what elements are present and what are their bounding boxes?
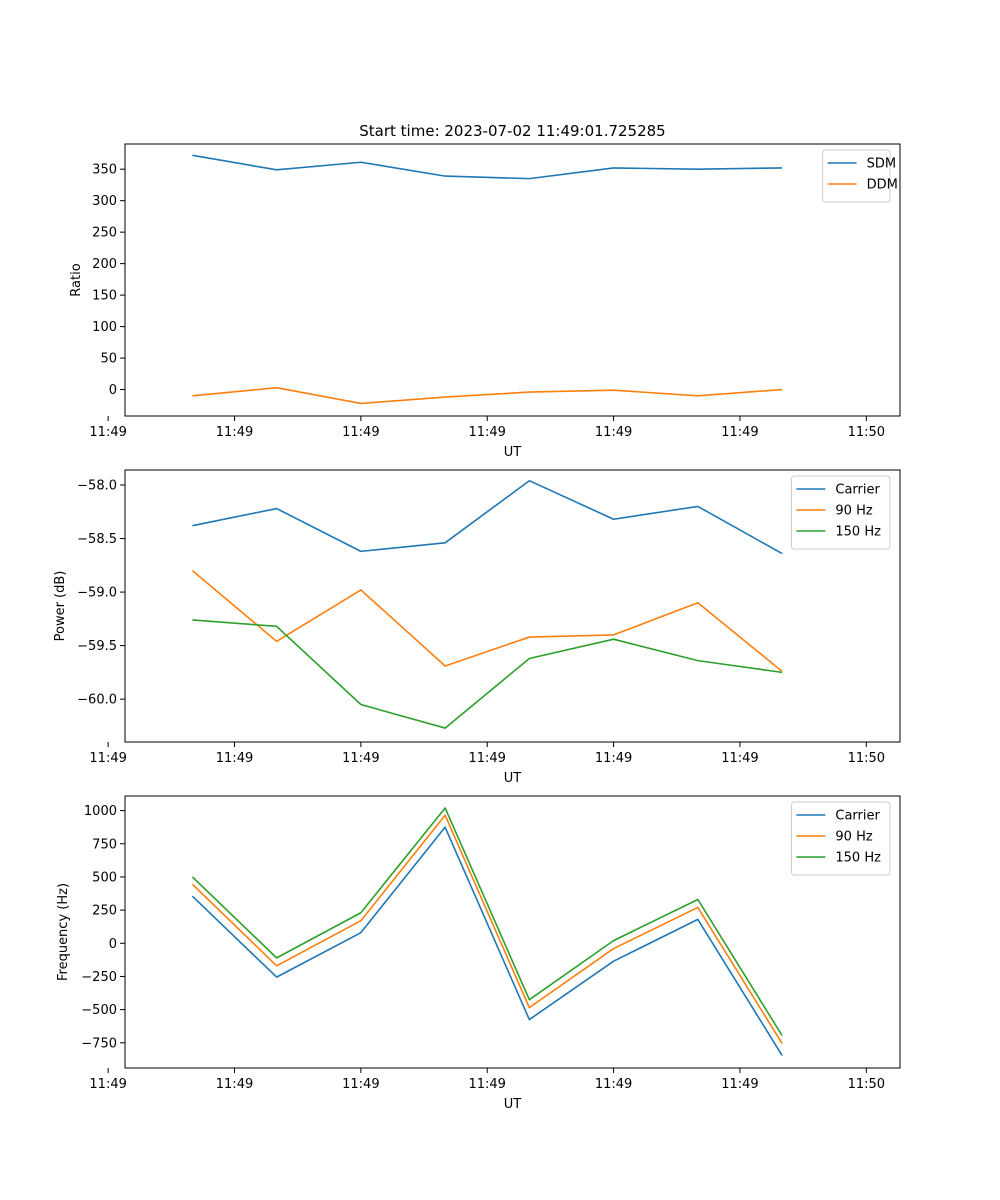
x-tick-label: 11:49 (216, 1077, 253, 1092)
x-tick-label: 11:49 (342, 751, 379, 766)
legend: Carrier 90 Hz 150 Hz (790, 801, 891, 876)
series-line-sdm (192, 154, 783, 180)
x-tick-label: 11:49 (342, 425, 379, 440)
y-tick-label: 250 (92, 904, 117, 919)
y-tick-label: −59.5 (77, 639, 117, 654)
legend-label: 150 Hz (835, 525, 881, 540)
ratio-panel: Start time: 2023-07-02 11:49:01.725285 U… (69, 122, 901, 460)
y-axis-label: Ratio (69, 263, 84, 296)
y-tick-label: 150 (92, 289, 117, 304)
series-line-ddm (192, 386, 783, 405)
x-tick-label: 11:49 (216, 751, 253, 766)
y-tick-label: −60.0 (77, 693, 117, 708)
chart-title: Start time: 2023-07-02 11:49:01.725285 (359, 122, 665, 140)
y-tick-label: 200 (92, 257, 117, 272)
x-tick-label: 11:49 (89, 425, 126, 440)
y-tick-label: 50 (100, 352, 117, 367)
x-axis-label: UT (504, 1097, 522, 1112)
x-tick-label: 11:49 (721, 751, 758, 766)
x-tick-label: 11:50 (848, 425, 885, 440)
y-tick-label: −58.0 (77, 478, 117, 493)
series-line-150-hz (191, 807, 783, 1036)
y-tick-label: −250 (81, 970, 117, 985)
x-axis-label: UT (504, 771, 522, 786)
legend: Carrier 90 Hz 150 Hz (790, 475, 891, 550)
frequency-panel: UT Frequency (Hz) 11:49 11:49 11:49 11:49 11… (56, 795, 901, 1112)
x-tick-label: 11:49 (468, 1077, 505, 1092)
legend: SDM DDM (822, 149, 898, 203)
y-tick-label: 0 (109, 937, 117, 952)
axes-frame (124, 143, 901, 417)
x-tick-label: 11:49 (468, 751, 505, 766)
x-tick-label: 11:49 (89, 1077, 126, 1092)
series-line-150-hz (192, 619, 783, 729)
x-tick-label: 11:50 (848, 751, 885, 766)
x-tick-label: 11:49 (342, 1077, 379, 1092)
y-tick-label: 1000 (84, 804, 117, 819)
series-line-carrier (192, 479, 783, 555)
legend-label: 150 Hz (835, 851, 881, 866)
power-panel: UT Power (dB) 11:49 11:49 11:49 11:49 11:49 1… (53, 469, 901, 786)
y-tick-label: 350 (92, 163, 117, 178)
x-tick-label: 11:49 (721, 1077, 758, 1092)
legend-label: 90 Hz (835, 830, 872, 845)
y-axis-label: Power (dB) (53, 571, 68, 642)
y-tick-label: −750 (81, 1036, 117, 1051)
axes-frame (124, 469, 901, 743)
legend-label: 90 Hz (835, 504, 872, 519)
y-tick-label: −59.0 (77, 586, 117, 601)
y-tick-label: 100 (92, 320, 117, 335)
series-line-carrier (191, 826, 783, 1056)
x-tick-label: 11:50 (848, 1077, 885, 1092)
legend-label: Carrier (835, 483, 880, 498)
axes-frame (124, 795, 901, 1069)
legend-label: SDM (867, 157, 896, 172)
x-tick-label: 11:49 (595, 751, 632, 766)
y-tick-label: 0 (109, 383, 117, 398)
y-tick-label: 500 (92, 870, 117, 885)
x-tick-label: 11:49 (216, 425, 253, 440)
y-axis-label: Frequency (Hz) (56, 883, 71, 981)
legend-label: Carrier (835, 809, 880, 824)
x-tick-label: 11:49 (468, 425, 505, 440)
series-line-90-hz (191, 570, 783, 672)
x-tick-label: 11:49 (89, 751, 126, 766)
series-line-90-hz (191, 814, 783, 1044)
x-tick-label: 11:49 (595, 1077, 632, 1092)
y-tick-label: 250 (92, 226, 117, 241)
x-tick-label: 11:49 (721, 425, 758, 440)
y-tick-label: 300 (92, 194, 117, 209)
y-tick-label: 750 (92, 837, 117, 852)
x-axis-label: UT (504, 445, 522, 460)
x-tick-label: 11:49 (595, 425, 632, 440)
y-tick-label: −500 (81, 1003, 117, 1018)
legend-label: DDM (867, 178, 898, 193)
y-tick-label: −58.5 (77, 532, 117, 547)
